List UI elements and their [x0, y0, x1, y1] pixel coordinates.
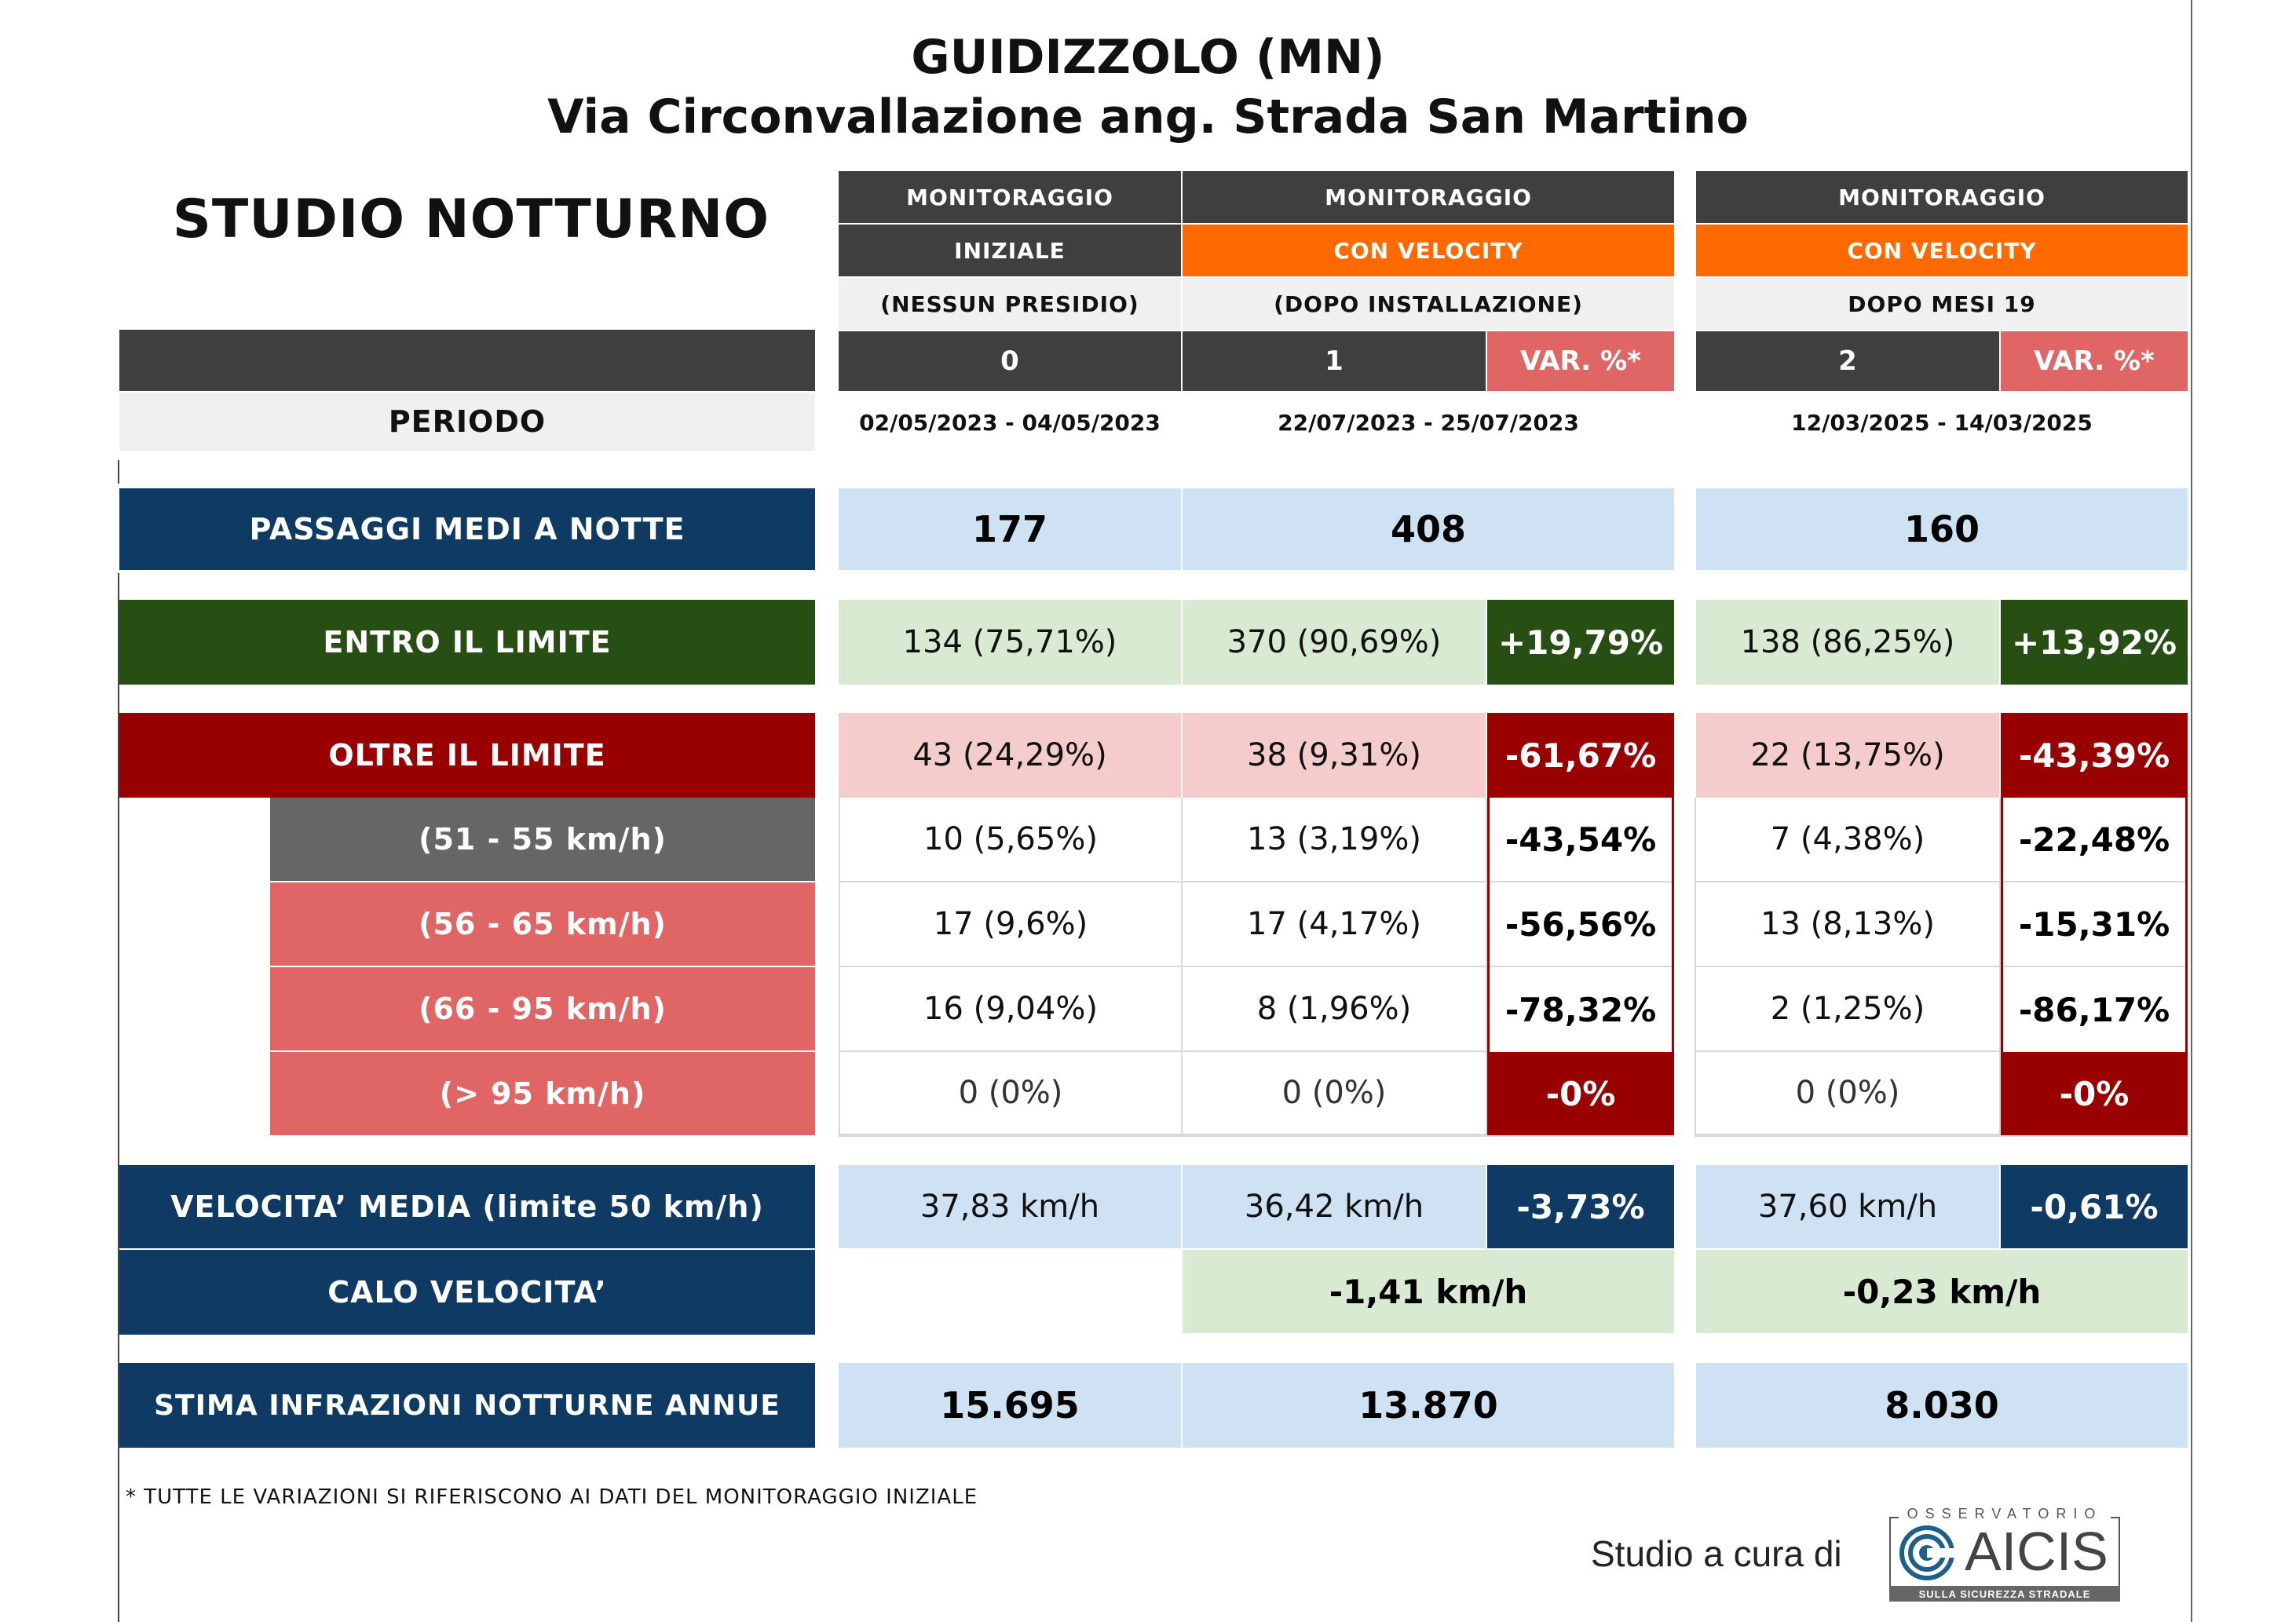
- logo-name: AICIS: [1965, 1521, 2108, 1582]
- col1-var-header: VAR. %*: [1487, 331, 1674, 391]
- entro-col0: 134 (75,71%): [839, 600, 1181, 685]
- col1-number: 1: [1183, 331, 1486, 391]
- passaggi-col2: 160: [1696, 488, 2188, 570]
- r95-col2: 0 (0%): [1696, 1052, 2001, 1135]
- target-icon: [1899, 1525, 1961, 1580]
- col0-number: 0: [839, 331, 1181, 391]
- col1-header-monitoraggio: MONITORAGGIO: [1183, 171, 1674, 223]
- velocita-col1: 36,42 km/h: [1183, 1165, 1486, 1248]
- subrows-block-1: [839, 798, 1674, 1137]
- velocita-var2: -0,61%: [2001, 1165, 2188, 1248]
- row-label-95: (> 95 km/h): [270, 1052, 815, 1135]
- row-label-51-55: (51 - 55 km/h): [270, 798, 815, 881]
- r56-var2: -15,31%: [2003, 882, 2185, 967]
- passaggi-col1: 408: [1183, 488, 1674, 570]
- r51-col2: 7 (4,38%): [1696, 798, 2001, 882]
- entro-col1: 370 (90,69%): [1183, 600, 1486, 685]
- col0-period: 02/05/2023 - 04/05/2023: [859, 409, 1161, 436]
- stima-col2: 8.030: [1696, 1363, 2188, 1448]
- r56-col2: 13 (8,13%): [1696, 882, 2001, 967]
- col2-header-type: CON VELOCITY: [1696, 225, 2188, 276]
- row-label-velocita: VELOCITA’ MEDIA (limite 50 km/h): [119, 1165, 815, 1248]
- oltre-var1: -61,67%: [1487, 713, 1674, 798]
- velocita-col0: 37,83 km/h: [839, 1165, 1181, 1248]
- oltre-col1: 38 (9,31%): [1183, 713, 1486, 798]
- col2-header-desc: DOPO MESI 19: [1696, 278, 2188, 330]
- entro-var2: +13,92%: [2001, 600, 2188, 685]
- entro-var1: +19,79%: [1487, 600, 1674, 685]
- row-label-passaggi: PASSAGGI MEDI A NOTTE: [119, 488, 815, 570]
- row-label-66-95: (66 - 95 km/h): [270, 967, 815, 1050]
- oltre-col2: 22 (13,75%): [1696, 713, 1999, 798]
- logo-top-text: OSSERVATORIO: [1899, 1506, 2111, 1526]
- r51-col1: 13 (3,19%): [1183, 798, 1487, 882]
- var2-red-frame: [2001, 798, 2188, 1052]
- calo-col1: -1,41 km/h: [1183, 1250, 1674, 1333]
- col2-var-header: VAR. %*: [2001, 331, 2188, 391]
- footnote: * TUTTE LE VARIAZIONI SI RIFERISCONO AI …: [126, 1485, 978, 1509]
- left-border-top: [118, 460, 119, 484]
- right-border: [2191, 0, 2192, 1622]
- col2-number: 2: [1696, 331, 1999, 391]
- col0-header-type: INIZIALE: [839, 225, 1181, 276]
- col1-period: 22/07/2023 - 25/07/2023: [1278, 409, 1579, 436]
- r56-col1: 17 (4,17%): [1183, 882, 1487, 967]
- r56-var1: -56,56%: [1490, 882, 1672, 967]
- oltre-var2: -43,39%: [2001, 713, 2188, 798]
- r95-col0: 0 (0%): [840, 1052, 1183, 1135]
- r95-var1: -0%: [1487, 1052, 1674, 1135]
- velocita-col2: 37,60 km/h: [1696, 1165, 1999, 1248]
- row-label-oltre: OLTRE IL LIMITE: [119, 713, 815, 798]
- label-header-block: [119, 330, 815, 391]
- col1-header-type: CON VELOCITY: [1183, 225, 1674, 276]
- r95-col1: 0 (0%): [1183, 1052, 1487, 1135]
- row-label-entro: ENTRO IL LIMITE: [119, 600, 815, 685]
- page-subtitle: Via Circonvallazione ang. Strada San Mar…: [547, 90, 1749, 144]
- page-title: GUIDIZZOLO (MN): [911, 30, 1385, 85]
- left-border: [118, 573, 119, 1622]
- calo-col2: -0,23 km/h: [1696, 1250, 2188, 1333]
- col2-header-monitoraggio: MONITORAGGIO: [1696, 171, 2188, 223]
- oltre-col0: 43 (24,29%): [839, 713, 1181, 798]
- r66-var2: -86,17%: [2018, 990, 2170, 1029]
- logo-bottom-text: SULLA SICUREZZA STRADALE: [1889, 1586, 2120, 1602]
- r66-var1: -78,32%: [1504, 990, 1657, 1029]
- r66-col0: 16 (9,04%): [840, 967, 1183, 1052]
- study-title: STUDIO NOTTURNO: [172, 188, 770, 250]
- var1-red-frame: [1487, 798, 1674, 1052]
- r51-var2: -22,48%: [2003, 798, 2185, 882]
- r56-col0: 17 (9,6%): [840, 882, 1183, 967]
- col2-period: 12/03/2025 - 14/03/2025: [1791, 409, 2093, 436]
- stima-col0: 15.695: [839, 1363, 1181, 1448]
- r95-var2: -0%: [2001, 1052, 2188, 1135]
- aicis-logo: OSSERVATORIO AICIS SULLA SICUREZZA STRAD…: [1883, 1498, 2126, 1603]
- entro-col2: 138 (86,25%): [1696, 600, 1999, 685]
- col0-header-monitoraggio: MONITORAGGIO: [839, 171, 1181, 223]
- passaggi-col0: 177: [839, 488, 1181, 570]
- row-label-calo: CALO VELOCITA’: [119, 1250, 815, 1335]
- credit-text: Studio a cura di: [1591, 1533, 1842, 1574]
- col0-header-desc: (NESSUN PRESIDIO): [839, 278, 1181, 330]
- periodo-label: PERIODO: [119, 393, 815, 451]
- subrows-block-2: [1695, 798, 2189, 1137]
- r51-col0: 10 (5,65%): [840, 798, 1183, 882]
- col1-header-desc: (DOPO INSTALLAZIONE): [1183, 278, 1674, 330]
- row-label-stima: STIMA INFRAZIONI NOTTURNE ANNUE: [119, 1363, 815, 1448]
- stima-col1: 13.870: [1183, 1363, 1674, 1448]
- r51-var1: -43,54%: [1490, 798, 1672, 882]
- velocita-var1: -3,73%: [1487, 1165, 1674, 1248]
- r66-col2: 2 (1,25%): [1696, 967, 2001, 1052]
- row-label-56-65: (56 - 65 km/h): [270, 882, 815, 966]
- r66-col1: 8 (1,96%): [1183, 967, 1487, 1052]
